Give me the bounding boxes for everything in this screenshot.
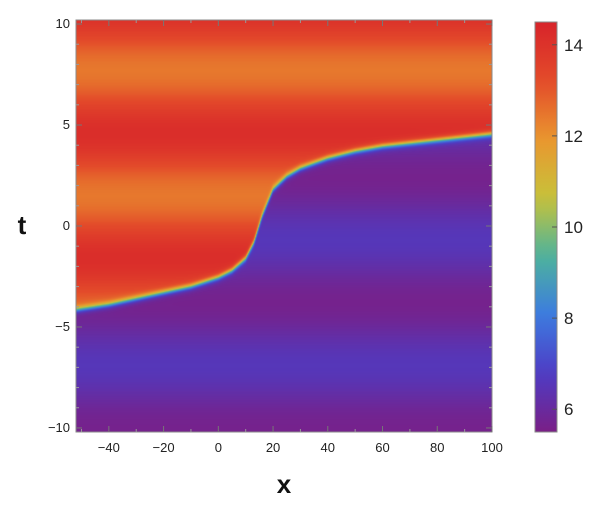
x-axis-label: x [277,469,292,499]
density-image [76,20,492,432]
y-tick-label: −10 [48,420,70,435]
colorbar-tick-label: 10 [564,218,583,237]
x-tick-label: 80 [430,440,444,455]
colorbar-tick-label: 8 [564,309,573,328]
colorbar-tick-label: 6 [564,400,573,419]
colorbar-tick-label: 12 [564,127,583,146]
y-tick-label: 10 [56,16,70,31]
x-tick-label: −20 [153,440,175,455]
colorbar-tick-label: 14 [564,36,583,55]
axes: −40 −20 0 20 40 60 80 100 −10 −5 0 5 10 [48,16,503,455]
plot-area [76,20,492,432]
y-tick-label: 0 [63,218,70,233]
x-tick-label: 0 [215,440,222,455]
x-tick-label: 20 [266,440,280,455]
x-tick-label: 60 [375,440,389,455]
y-tick-label: 5 [63,117,70,132]
x-tick-label: 100 [481,440,503,455]
x-tick-label: 40 [321,440,335,455]
y-tick-label: −5 [55,319,70,334]
colorbar: 6 8 10 12 14 [534,21,583,433]
y-axis-label: t [18,210,27,240]
x-tick-label: −40 [98,440,120,455]
